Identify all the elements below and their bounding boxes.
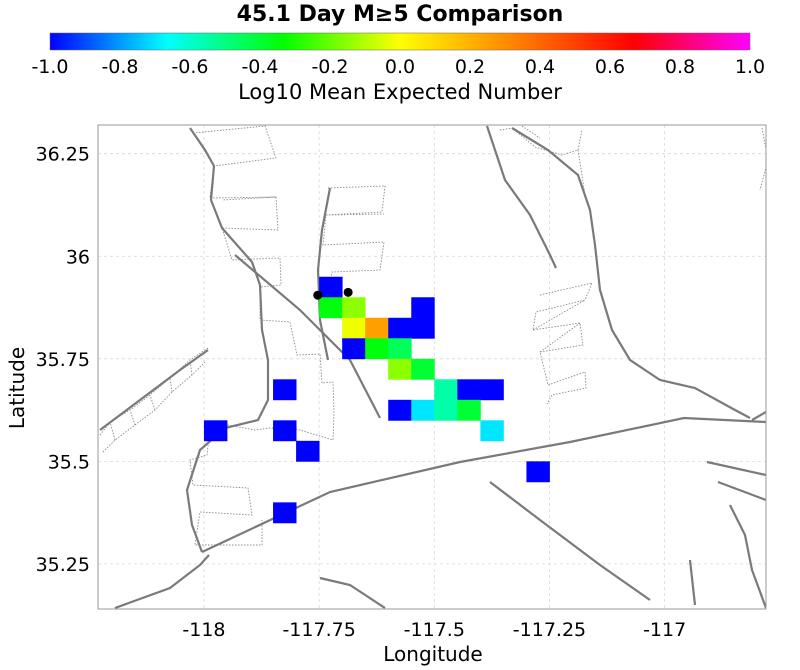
colorbar-tick-label: 0.2	[455, 56, 485, 78]
y-tick-label: 35.75	[36, 349, 90, 371]
forecast-cell	[480, 379, 504, 401]
forecast-cell	[388, 399, 412, 421]
forecast-cell	[365, 338, 389, 360]
forecast-cell	[388, 317, 412, 339]
forecast-cell	[273, 379, 297, 401]
forecast-cell	[296, 440, 320, 462]
x-tick-label: -118	[182, 619, 225, 641]
forecast-cell	[319, 297, 343, 319]
colorbar-ticks: -1.0 -0.8 -0.6 -0.4 -0.2 0.0 0.2 0.4 0.6 0.8 1.0	[31, 56, 765, 78]
forecast-cell	[434, 399, 458, 421]
forecast-cell	[457, 399, 481, 421]
x-tick-label: -117.25	[513, 619, 586, 641]
forecast-cell	[388, 358, 412, 380]
x-tick-label: -117	[643, 619, 686, 641]
forecast-cell	[434, 379, 458, 401]
forecast-cell	[342, 297, 366, 319]
forecast-cell	[411, 358, 435, 380]
colorbar-tick-label: 0.0	[385, 56, 415, 78]
forecast-cell	[203, 420, 228, 442]
earthquake-events	[313, 287, 353, 300]
y-tick-label: 36.25	[36, 144, 90, 166]
map-plot-area	[98, 125, 766, 609]
colorbar-tick-label: 0.8	[665, 56, 695, 78]
forecast-cell	[365, 317, 389, 339]
y-tick-label: 35.5	[48, 451, 90, 473]
colorbar-tick-label: 0.4	[525, 56, 555, 78]
colorbar	[49, 32, 751, 51]
forecast-cell	[342, 338, 366, 360]
colorbar-tick-label: 1.0	[735, 56, 765, 78]
forecast-cell	[457, 379, 481, 401]
x-axis-ticks: -118 -117.75 -117.5 -117.25 -117	[182, 619, 686, 641]
x-tick-label: -117.5	[404, 619, 465, 641]
colorbar-tick-label: -0.4	[241, 56, 278, 78]
colorbar-label: Log10 Mean Expected Number	[238, 80, 562, 104]
y-axis-ticks: 35.25 35.5 35.75 36 36.25	[36, 144, 90, 576]
forecast-cell	[411, 399, 435, 421]
x-tick-label: -117.75	[282, 619, 355, 641]
y-tick-label: 35.25	[36, 554, 90, 576]
fault-zone-outlines	[99, 125, 766, 546]
colorbar-tick-label: -1.0	[31, 56, 68, 78]
colorbar-tick-label: -0.6	[171, 56, 208, 78]
forecast-cell	[480, 420, 504, 442]
colorbar-tick-label: 0.6	[595, 56, 625, 78]
y-tick-label: 36	[66, 246, 90, 268]
colorbar-tick-label: -0.8	[101, 56, 138, 78]
plot-frame	[97, 124, 767, 610]
fault-traces	[99, 125, 766, 609]
forecast-cell	[273, 502, 297, 524]
forecast-cell	[273, 420, 297, 442]
map-title: 45.1 Day M≥5 Comparison	[236, 2, 564, 27]
forecast-cells	[203, 276, 550, 524]
forecast-cell	[526, 461, 550, 483]
forecast-cell	[388, 338, 412, 360]
colorbar-tick-label: -0.2	[311, 56, 348, 78]
earthquake-event	[343, 287, 353, 297]
x-axis-title: Longitude	[383, 642, 483, 666]
forecast-cell	[342, 317, 366, 339]
forecast-cell	[411, 297, 435, 319]
earthquake-event	[313, 290, 323, 300]
forecast-cell	[411, 317, 435, 339]
forecast-cell	[319, 276, 343, 298]
